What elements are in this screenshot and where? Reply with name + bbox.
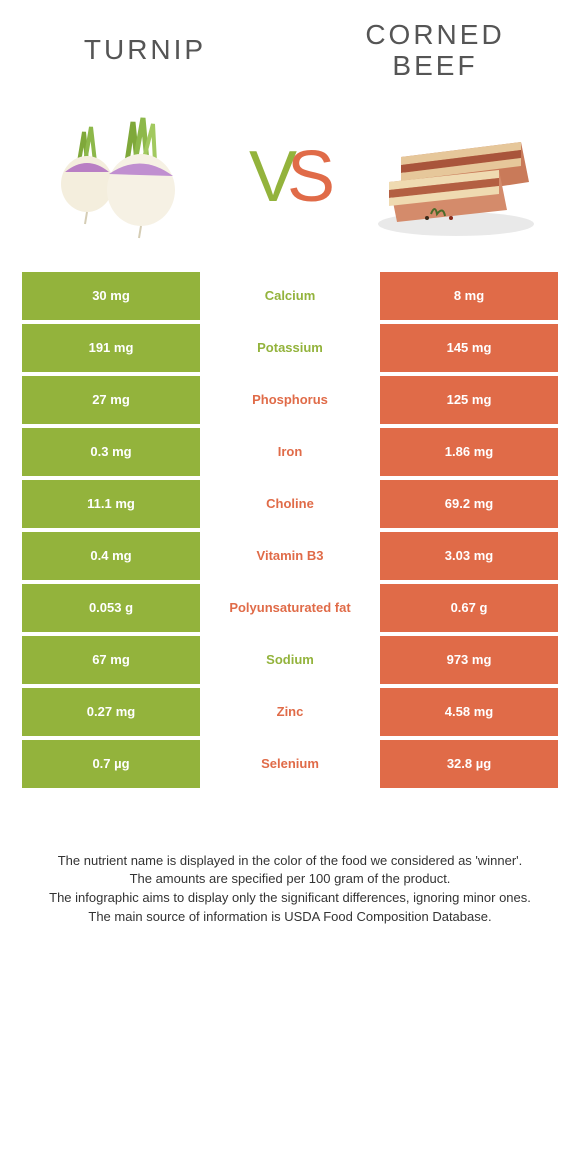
footnote-line: The amounts are specified per 100 gram o… <box>30 870 550 889</box>
nutrient-label: Polyunsaturated fat <box>200 584 380 632</box>
right-value: 32.8 µg <box>380 740 558 788</box>
table-row: 0.7 µgSelenium32.8 µg <box>22 740 558 788</box>
beef-image <box>341 112 570 242</box>
table-row: 0.4 mgVitamin B33.03 mg <box>22 532 558 580</box>
left-value: 0.053 g <box>22 584 200 632</box>
right-value: 1.86 mg <box>380 428 558 476</box>
hero-row: V S <box>0 92 580 272</box>
footnote-line: The nutrient name is displayed in the co… <box>30 852 550 871</box>
left-value: 30 mg <box>22 272 200 320</box>
nutrient-label: Selenium <box>200 740 380 788</box>
vs-s: S <box>287 136 331 218</box>
nutrient-label: Iron <box>200 428 380 476</box>
footnote-line: The main source of information is USDA F… <box>30 908 550 927</box>
table-row: 191 mgPotassium145 mg <box>22 324 558 372</box>
table-row: 30 mgCalcium8 mg <box>22 272 558 320</box>
left-value: 0.7 µg <box>22 740 200 788</box>
footnotes: The nutrient name is displayed in the co… <box>0 792 580 937</box>
turnip-image <box>10 112 239 242</box>
beef-icon <box>371 112 541 242</box>
right-value: 0.67 g <box>380 584 558 632</box>
nutrient-label: Zinc <box>200 688 380 736</box>
left-value: 0.27 mg <box>22 688 200 736</box>
turnip-icon <box>49 112 199 242</box>
header-left: Turnip <box>0 20 290 82</box>
left-value: 0.3 mg <box>22 428 200 476</box>
table-row: 0.053 gPolyunsaturated fat0.67 g <box>22 584 558 632</box>
nutrient-label: Sodium <box>200 636 380 684</box>
table-row: 67 mgSodium973 mg <box>22 636 558 684</box>
left-value: 67 mg <box>22 636 200 684</box>
header-right-text: Corned beef <box>365 20 504 82</box>
table-row: 11.1 mgCholine69.2 mg <box>22 480 558 528</box>
vs-label: V S <box>249 136 331 218</box>
nutrient-label: Potassium <box>200 324 380 372</box>
left-value: 11.1 mg <box>22 480 200 528</box>
comparison-table: 30 mgCalcium8 mg191 mgPotassium145 mg27 … <box>0 272 580 788</box>
left-value: 27 mg <box>22 376 200 424</box>
footnote-line: The infographic aims to display only the… <box>30 889 550 908</box>
nutrient-label: Phosphorus <box>200 376 380 424</box>
header-row: Turnip Corned beef <box>0 0 580 92</box>
nutrient-label: Vitamin B3 <box>200 532 380 580</box>
nutrient-label: Calcium <box>200 272 380 320</box>
right-value: 973 mg <box>380 636 558 684</box>
left-value: 191 mg <box>22 324 200 372</box>
table-row: 27 mgPhosphorus125 mg <box>22 376 558 424</box>
right-value: 3.03 mg <box>380 532 558 580</box>
table-row: 0.27 mgZinc4.58 mg <box>22 688 558 736</box>
right-value: 69.2 mg <box>380 480 558 528</box>
header-right: Corned beef <box>290 20 580 82</box>
right-value: 145 mg <box>380 324 558 372</box>
left-value: 0.4 mg <box>22 532 200 580</box>
right-value: 125 mg <box>380 376 558 424</box>
table-row: 0.3 mgIron1.86 mg <box>22 428 558 476</box>
nutrient-label: Choline <box>200 480 380 528</box>
right-value: 4.58 mg <box>380 688 558 736</box>
header-left-text: Turnip <box>84 35 206 66</box>
right-value: 8 mg <box>380 272 558 320</box>
